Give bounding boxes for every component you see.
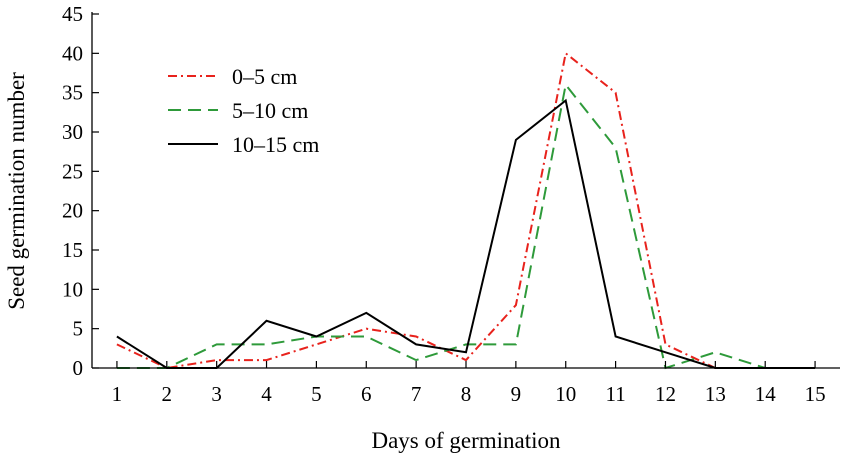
y-tick-label-45: 45 <box>62 2 83 26</box>
x-tick-label-1: 1 <box>112 382 123 406</box>
x-tick-label-12: 12 <box>655 382 676 406</box>
y-tick-label-5: 5 <box>73 317 84 341</box>
x-tick-label-7: 7 <box>411 382 422 406</box>
legend-label-0-5-cm: 0–5 cm <box>232 64 297 89</box>
series-line-10-15-cm <box>116 98 816 369</box>
x-tick-label-2: 2 <box>162 382 173 406</box>
x-tick-label-13: 13 <box>705 382 726 406</box>
y-tick-label-35: 35 <box>62 81 83 105</box>
series-line-0-5-cm <box>116 51 816 370</box>
y-ticks: 0 5 10 15 20 25 30 35 40 45 <box>62 2 99 380</box>
axes <box>91 12 840 369</box>
y-tick-label-25: 25 <box>62 159 83 183</box>
y-tick-label-0: 0 <box>73 356 84 380</box>
x-tick-label-5: 5 <box>311 382 322 406</box>
y-tick-label-40: 40 <box>62 41 83 65</box>
y-tick-label-20: 20 <box>62 199 83 223</box>
x-tick-label-14: 14 <box>755 382 777 406</box>
legend-label-10-15-cm: 10–15 cm <box>232 132 319 157</box>
x-tick-label-3: 3 <box>211 382 222 406</box>
legend-label-5-10-cm: 5–10 cm <box>232 98 308 123</box>
x-tick-label-9: 9 <box>511 382 522 406</box>
x-ticks: 1 2 3 4 5 6 7 8 9 10 11 12 13 14 15 <box>112 361 826 406</box>
x-tick-label-6: 6 <box>361 382 372 406</box>
x-tick-label-4: 4 <box>261 382 272 406</box>
y-tick-label-15: 15 <box>62 238 83 262</box>
y-tick-label-10: 10 <box>62 277 83 301</box>
legend: 0–5 cm 5–10 cm 10–15 cm <box>168 64 319 157</box>
plot-lines <box>116 51 816 370</box>
x-tick-label-8: 8 <box>461 382 472 406</box>
x-tick-label-15: 15 <box>805 382 826 406</box>
x-tick-label-11: 11 <box>605 382 625 406</box>
y-axis-title: Seed germination number <box>4 72 29 310</box>
x-axis-title: Days of germination <box>371 428 561 453</box>
series-line-5-10-cm <box>116 82 816 370</box>
x-tick-label-10: 10 <box>555 382 576 406</box>
y-tick-label-30: 30 <box>62 120 83 144</box>
